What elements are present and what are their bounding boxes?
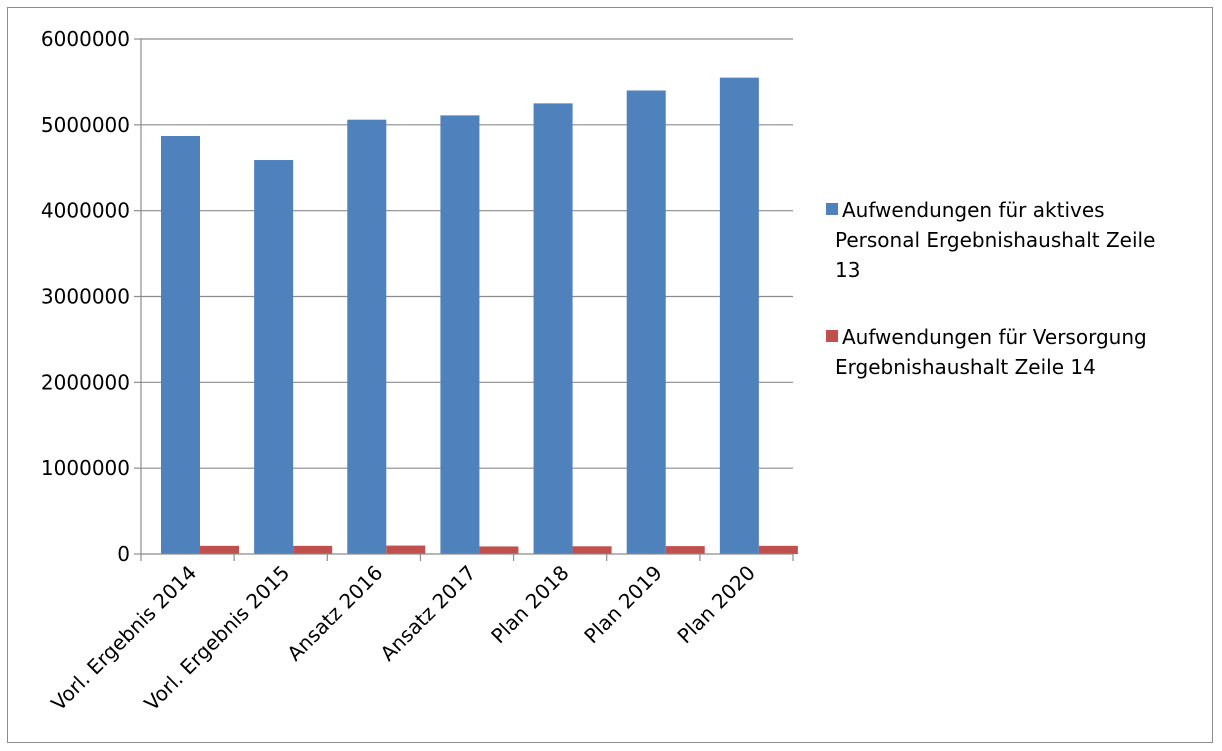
y-tick-label: 0 bbox=[117, 542, 130, 566]
bar-aktives-personal bbox=[347, 119, 387, 554]
bar-aktives-personal bbox=[440, 115, 480, 555]
x-tick-label: Plan 2019 bbox=[579, 561, 667, 649]
bar-aktives-personal bbox=[719, 77, 759, 554]
bar-versorgung bbox=[200, 545, 239, 554]
legend-label: Personal Ergebnishaushalt Zeile bbox=[835, 228, 1155, 252]
axes bbox=[134, 38, 794, 561]
bar-aktives-personal bbox=[161, 135, 200, 554]
y-tick-label: 4000000 bbox=[41, 199, 130, 223]
bars bbox=[161, 77, 798, 555]
y-tick-label: 6000000 bbox=[41, 27, 130, 51]
legend-label: Aufwendungen für aktives bbox=[842, 198, 1105, 222]
legend-label: Aufwendungen für Versorgung bbox=[842, 325, 1147, 349]
bar-versorgung bbox=[479, 546, 519, 554]
bar-versorgung bbox=[386, 545, 426, 554]
legend-label: 13 bbox=[835, 258, 860, 282]
y-tick-label: 3000000 bbox=[41, 285, 130, 309]
bar-versorgung bbox=[758, 545, 798, 554]
bar-versorgung bbox=[665, 546, 705, 554]
bar-versorgung bbox=[572, 546, 612, 554]
legend-swatch bbox=[826, 330, 838, 342]
bar-aktives-personal bbox=[533, 103, 573, 554]
y-tick-label: 1000000 bbox=[41, 456, 130, 480]
x-tick-label: Plan 2018 bbox=[486, 561, 574, 649]
x-tick-label: Ansatz 2016 bbox=[282, 561, 387, 666]
bar-aktives-personal bbox=[626, 90, 666, 554]
y-tick-labels: 0 1000000 2000000 3000000 4000000 5000000 6000… bbox=[41, 27, 130, 566]
x-tick-label: Ansatz 2017 bbox=[375, 561, 480, 666]
legend: Aufwendungen für aktives Personal Ergebni… bbox=[826, 198, 1155, 379]
x-tick-label: Plan 2020 bbox=[672, 561, 760, 649]
legend-swatch bbox=[826, 203, 838, 215]
y-tick-label: 2000000 bbox=[41, 370, 130, 394]
legend-label: Ergebnishaushalt Zeile 14 bbox=[835, 355, 1096, 379]
chart-frame: 0 1000000 2000000 3000000 4000000 5000000 6000… bbox=[7, 7, 1213, 743]
bar-chart: 0 1000000 2000000 3000000 4000000 5000000 6000… bbox=[41, 27, 1155, 716]
y-tick-label: 5000000 bbox=[41, 113, 130, 137]
bar-versorgung bbox=[293, 545, 333, 554]
bar-aktives-personal bbox=[254, 160, 294, 554]
